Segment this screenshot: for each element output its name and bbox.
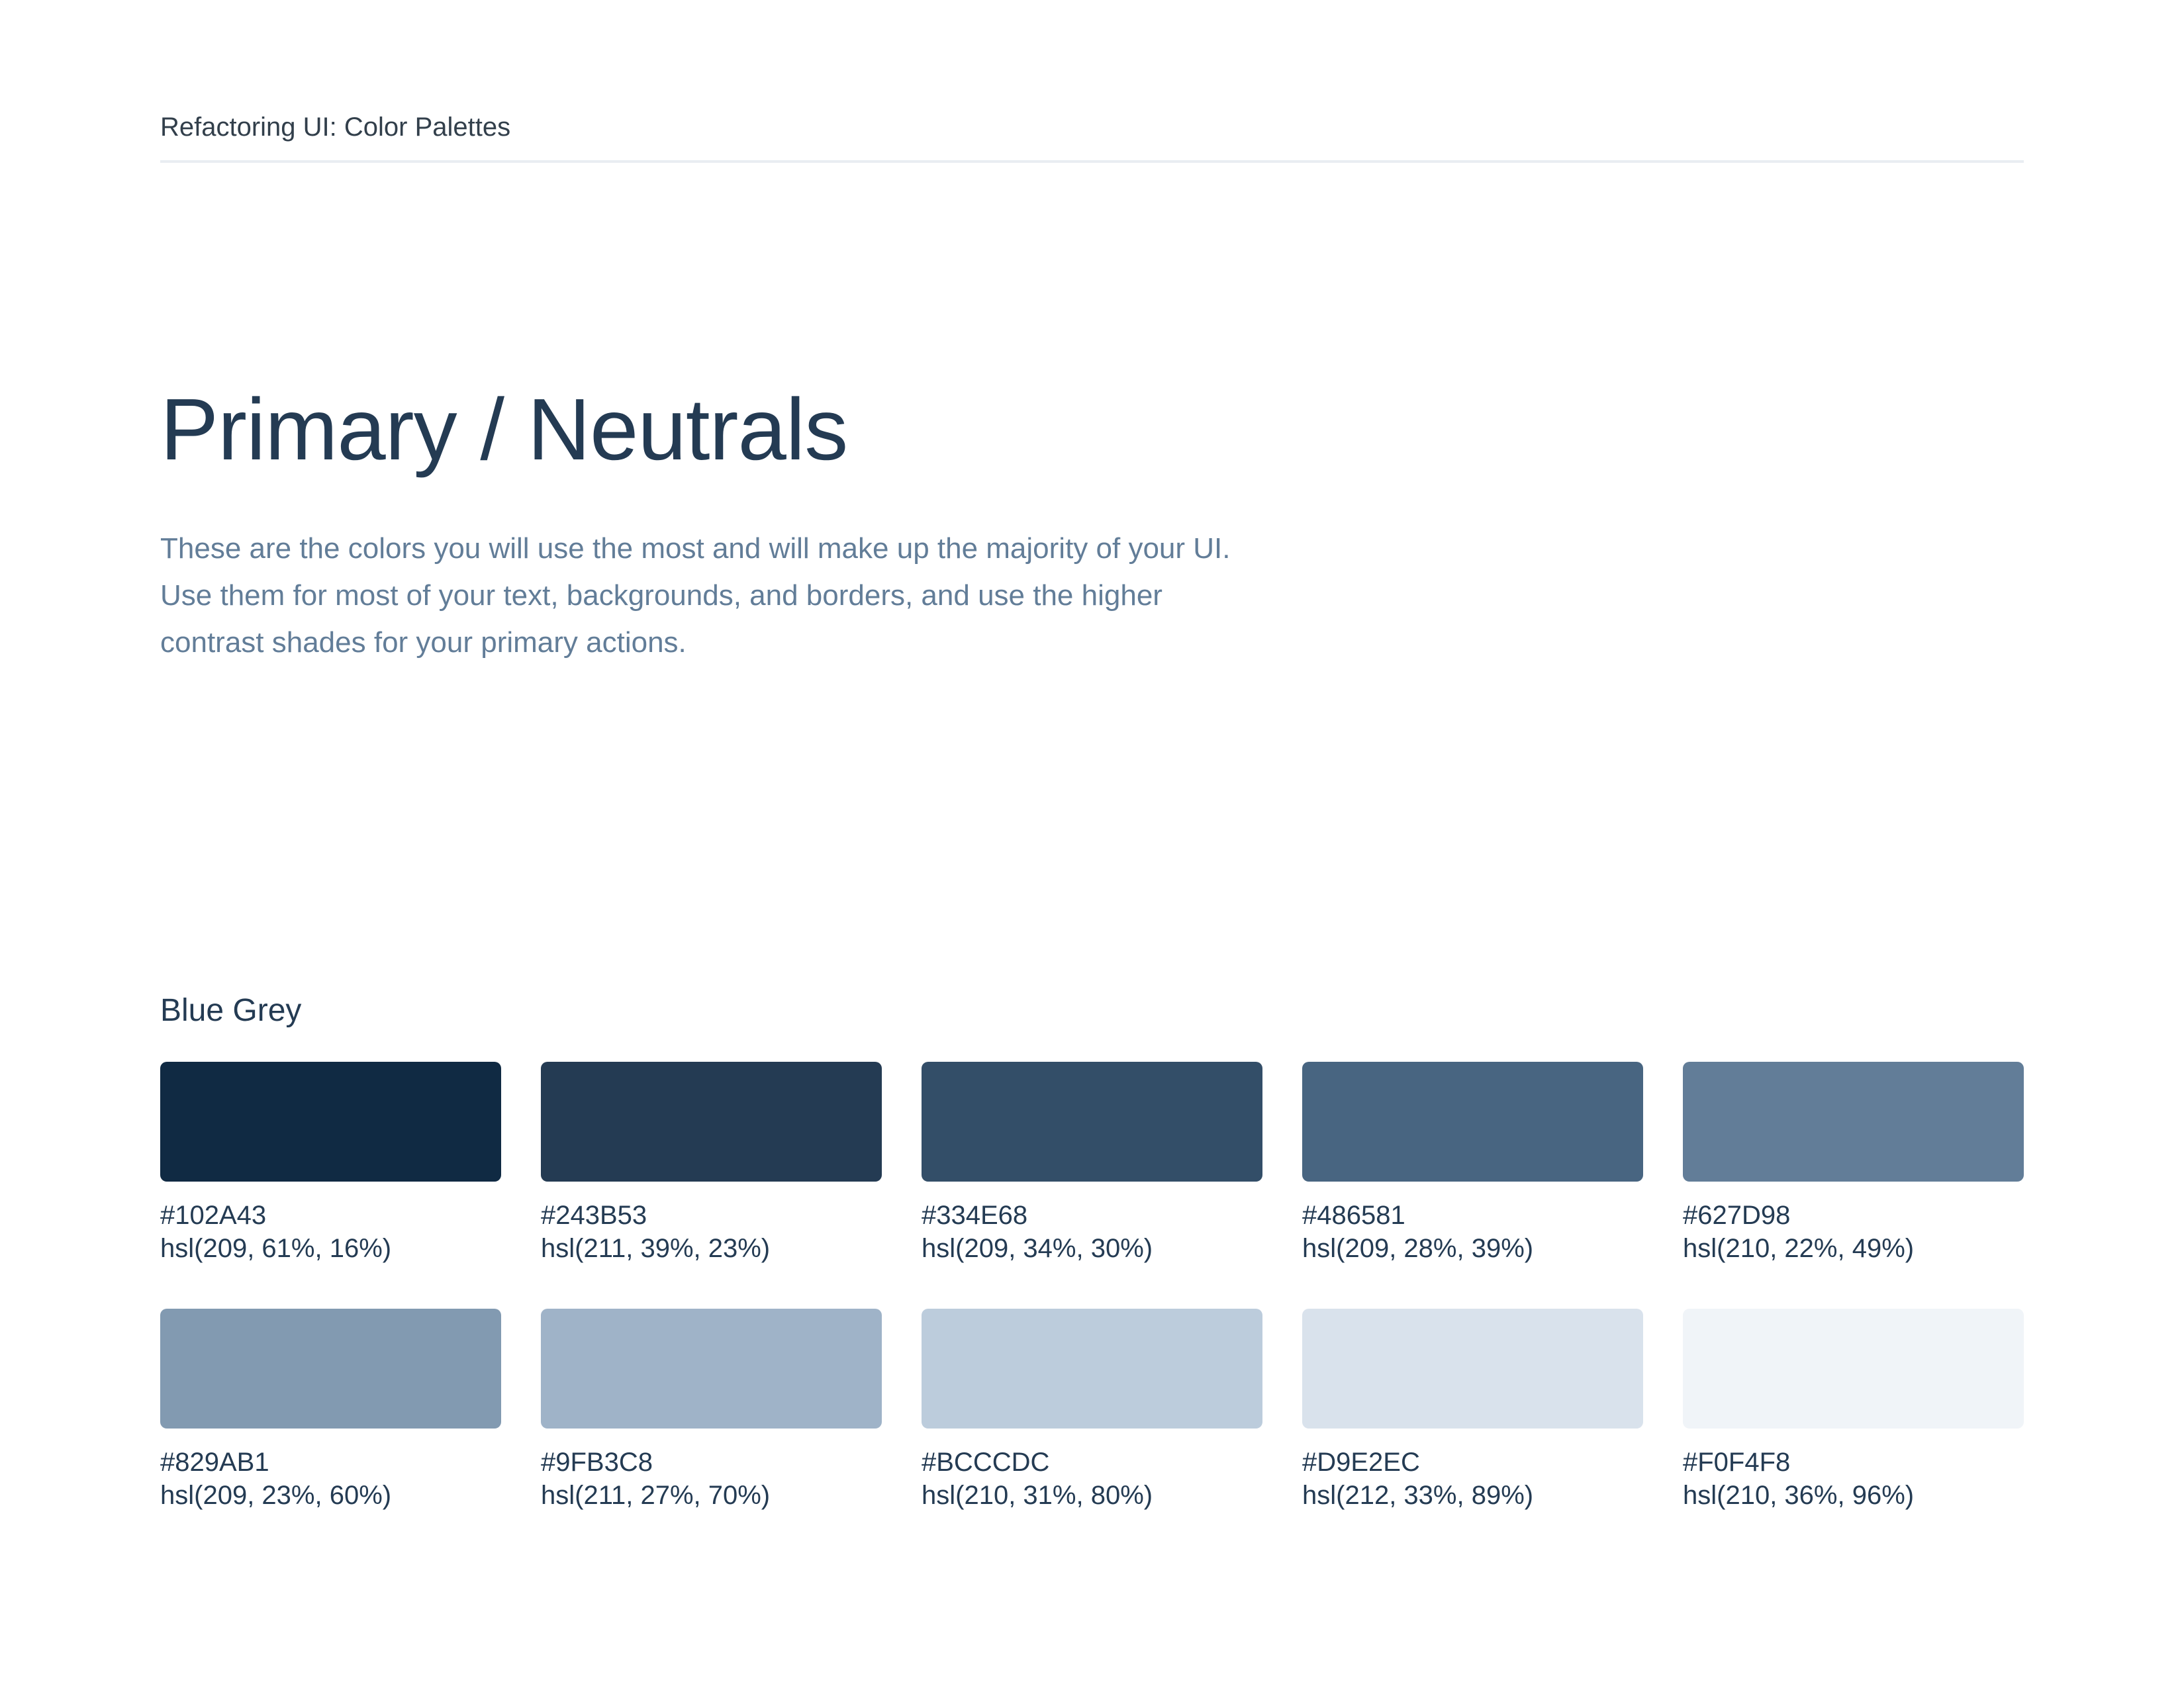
swatch-hex-label: #243B53 <box>541 1201 647 1231</box>
swatch-hsl-label: hsl(209, 61%, 16%) <box>160 1234 392 1264</box>
swatch-hex-label: #334E68 <box>922 1201 1028 1231</box>
swatch-color-block <box>541 1309 882 1429</box>
color-swatch: #F0F4F8 hsl(210, 36%, 96%) <box>1683 1309 2024 1512</box>
swatch-color-block <box>1302 1309 1643 1429</box>
swatch-hsl-label: hsl(210, 22%, 49%) <box>1683 1234 1915 1264</box>
page-description: These are the colors you will use the mo… <box>160 532 1231 659</box>
swatch-hsl-label: hsl(210, 31%, 80%) <box>922 1481 1153 1511</box>
swatch-color-block <box>1683 1062 2024 1182</box>
swatch-hsl-label: hsl(209, 34%, 30%) <box>922 1234 1153 1264</box>
main-content: Primary / Neutrals These are the colors … <box>160 381 2024 1512</box>
color-swatch: #334E68 hsl(209, 34%, 30%) <box>922 1062 1262 1265</box>
header-divider <box>160 160 2024 163</box>
swatch-hex-label: #BCCCDC <box>922 1448 1050 1477</box>
swatch-hex-label: #9FB3C8 <box>541 1448 653 1477</box>
swatch-hsl-label: hsl(212, 33%, 89%) <box>1302 1481 1534 1511</box>
swatch-color-block <box>1302 1062 1643 1182</box>
swatch-hex-label: #D9E2EC <box>1302 1448 1420 1477</box>
site-title: Refactoring UI: Color Palettes <box>160 113 511 142</box>
color-swatch: #102A43 hsl(209, 61%, 16%) <box>160 1062 501 1265</box>
swatch-hsl-label: hsl(211, 39%, 23%) <box>541 1234 771 1264</box>
swatch-hex-label: #829AB1 <box>160 1448 269 1477</box>
swatch-color-block <box>1683 1309 2024 1429</box>
swatch-hsl-label: hsl(210, 36%, 96%) <box>1683 1481 1915 1511</box>
swatch-color-block <box>541 1062 882 1182</box>
color-swatch: #627D98 hsl(210, 22%, 49%) <box>1683 1062 2024 1265</box>
swatch-hsl-label: hsl(211, 27%, 70%) <box>541 1481 771 1511</box>
page-header: Refactoring UI: Color Palettes <box>160 111 2024 163</box>
swatch-hsl-label: hsl(209, 23%, 60%) <box>160 1481 392 1511</box>
page-title: Primary / Neutrals <box>160 381 848 478</box>
color-swatch: #D9E2EC hsl(212, 33%, 89%) <box>1302 1309 1643 1512</box>
swatch-hex-label: #627D98 <box>1683 1201 1791 1231</box>
palette-section: Blue Grey #102A43 hsl(209, 61%, 16%) #24… <box>160 992 2024 1512</box>
color-swatch: #BCCCDC hsl(210, 31%, 80%) <box>922 1309 1262 1512</box>
swatch-hex-label: #486581 <box>1302 1201 1405 1231</box>
palette-name: Blue Grey <box>160 993 302 1029</box>
color-swatch: #243B53 hsl(211, 39%, 23%) <box>541 1062 882 1265</box>
swatch-color-block <box>160 1309 501 1429</box>
color-swatch: #9FB3C8 hsl(211, 27%, 70%) <box>541 1309 882 1512</box>
swatch-color-block <box>160 1062 501 1182</box>
color-swatch: #829AB1 hsl(209, 23%, 60%) <box>160 1309 501 1512</box>
swatch-color-block <box>922 1309 1262 1429</box>
swatch-hsl-label: hsl(209, 28%, 39%) <box>1302 1234 1534 1264</box>
color-swatch: #486581 hsl(209, 28%, 39%) <box>1302 1062 1643 1265</box>
swatch-hex-label: #102A43 <box>160 1201 267 1231</box>
swatch-hex-label: #F0F4F8 <box>1683 1448 1791 1477</box>
swatch-color-block <box>922 1062 1262 1182</box>
swatch-grid: #102A43 hsl(209, 61%, 16%) #243B53 hsl(2… <box>160 1062 2024 1512</box>
